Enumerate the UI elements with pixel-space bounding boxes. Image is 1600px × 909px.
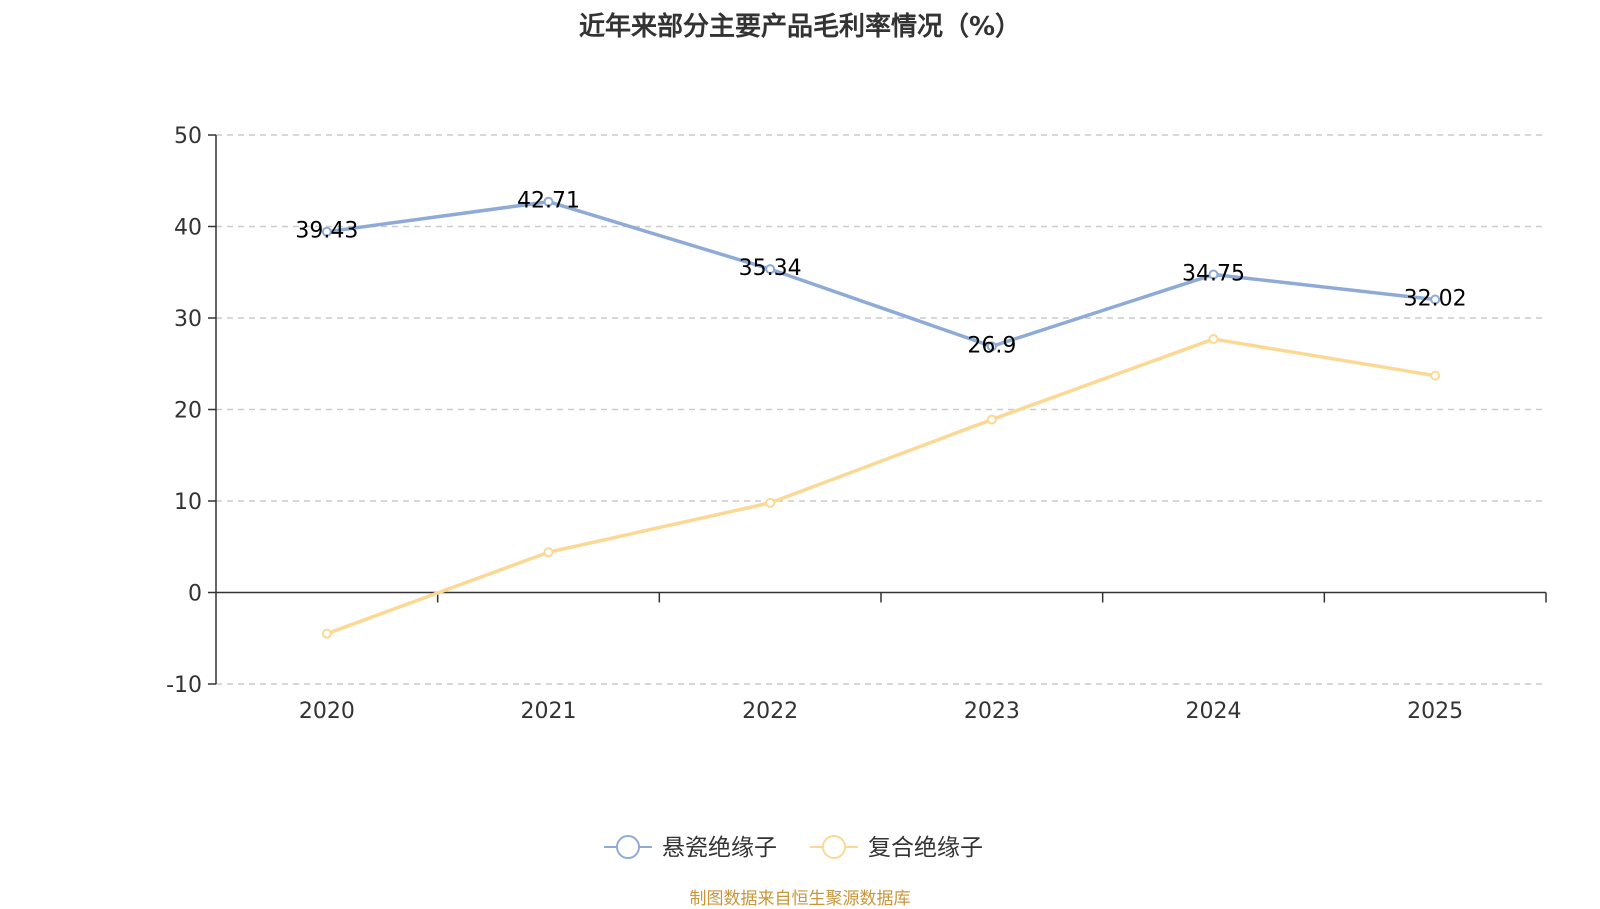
- axes: -10 0 10 20 30 40 50 2020 2021 2022 2023 2024 2025: [166, 124, 1547, 724]
- y-tick-label: 10: [174, 490, 202, 515]
- data-label: 32.02: [1404, 287, 1467, 312]
- data-point: [986, 414, 997, 425]
- y-tick-label: -10: [166, 673, 202, 698]
- series-layer: [321, 196, 1441, 639]
- data-point: [1430, 370, 1441, 381]
- y-tick-label: 40: [174, 216, 202, 241]
- x-tick-label: 2020: [299, 699, 355, 724]
- data-label: 42.71: [517, 189, 580, 214]
- y-tick-label: 0: [188, 582, 202, 607]
- data-label: 39.43: [295, 219, 358, 244]
- data-point: [1430, 294, 1441, 305]
- x-tick-label: 2021: [521, 699, 577, 724]
- data-point: [543, 547, 554, 558]
- legend-label: 悬瓷绝缘子: [662, 835, 777, 861]
- legend-marker: [616, 835, 640, 859]
- grid-lines: [216, 134, 1546, 685]
- data-point: [321, 226, 332, 237]
- data-point: [1208, 334, 1219, 345]
- y-tick-label: 20: [174, 399, 202, 424]
- legend-marker: [822, 835, 846, 859]
- legend-label: 复合绝缘子: [868, 835, 983, 861]
- data-label: 26.9: [967, 333, 1016, 358]
- x-tick-label: 2024: [1186, 699, 1242, 724]
- y-tick-label: 50: [174, 124, 202, 149]
- legend: 悬瓷绝缘子 复合绝缘子: [604, 835, 983, 861]
- data-point: [765, 497, 776, 508]
- y-tick-label: 30: [174, 307, 202, 332]
- data-label: 35.34: [739, 256, 802, 281]
- series-line-0: [326, 199, 1436, 349]
- data-label: 34.75: [1182, 262, 1245, 287]
- data-point: [986, 341, 997, 352]
- series-line-1: [326, 337, 1436, 636]
- source-note: 制图数据来自恒生聚源数据库: [689, 889, 911, 909]
- x-tick-label: 2022: [742, 699, 798, 724]
- data-point: [543, 196, 554, 207]
- data-labels: 39.43 42.71 35.34 26.9 34.75 32.02: [295, 189, 1466, 359]
- data-point: [1208, 269, 1219, 280]
- x-tick-label: 2025: [1407, 699, 1463, 724]
- chart-title: 近年来部分主要产品毛利率情况（%）: [578, 12, 1022, 42]
- legend-item[interactable]: 悬瓷绝缘子: [604, 835, 777, 861]
- data-point: [321, 628, 332, 639]
- legend-item[interactable]: 复合绝缘子: [810, 835, 983, 861]
- data-point: [765, 264, 776, 275]
- x-tick-label: 2023: [964, 699, 1020, 724]
